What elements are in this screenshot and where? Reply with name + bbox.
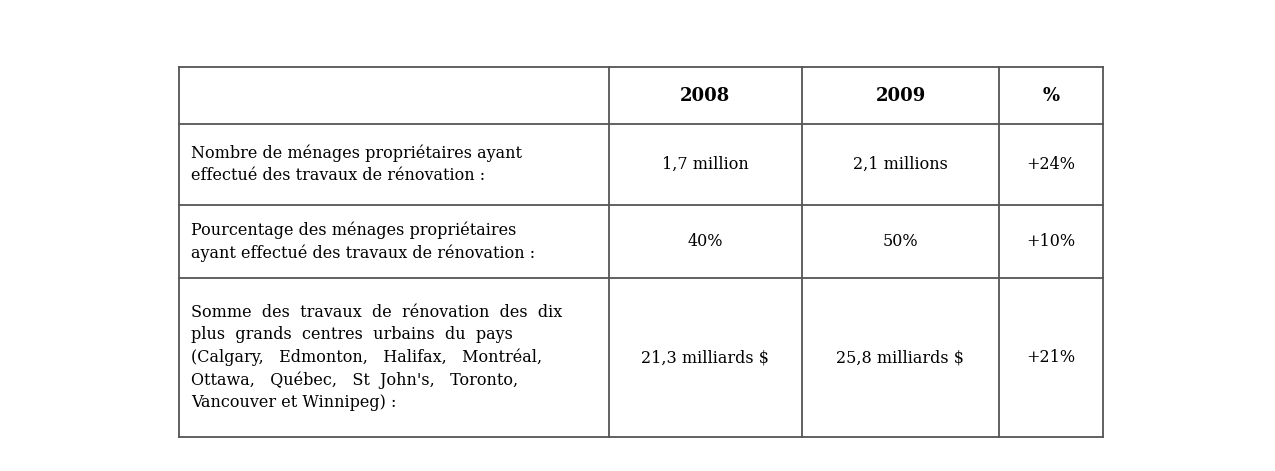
Text: 50%: 50%	[882, 233, 918, 250]
Text: 21,3 milliards $: 21,3 milliards $	[641, 349, 769, 366]
Text: +24%: +24%	[1026, 156, 1076, 173]
Text: 25,8 milliards $: 25,8 milliards $	[836, 349, 964, 366]
Text: 1,7 million: 1,7 million	[662, 156, 748, 173]
Text: +21%: +21%	[1026, 349, 1076, 366]
Text: 2009: 2009	[876, 87, 926, 105]
Text: +10%: +10%	[1026, 233, 1076, 250]
Text: Somme  des  travaux  de  rénovation  des  dix
plus  grands  centres  urbains  du: Somme des travaux de rénovation des dix …	[191, 304, 562, 411]
Text: 2,1 millions: 2,1 millions	[853, 156, 947, 173]
Text: Nombre de ménages propriétaires ayant
effectué des travaux de rénovation :: Nombre de ménages propriétaires ayant ef…	[191, 145, 521, 184]
Text: 40%: 40%	[687, 233, 723, 250]
Text: 2008: 2008	[680, 87, 731, 105]
Text: %: %	[1043, 87, 1060, 105]
Text: Pourcentage des ménages propriétaires
ayant effectué des travaux de rénovation :: Pourcentage des ménages propriétaires ay…	[191, 221, 536, 262]
